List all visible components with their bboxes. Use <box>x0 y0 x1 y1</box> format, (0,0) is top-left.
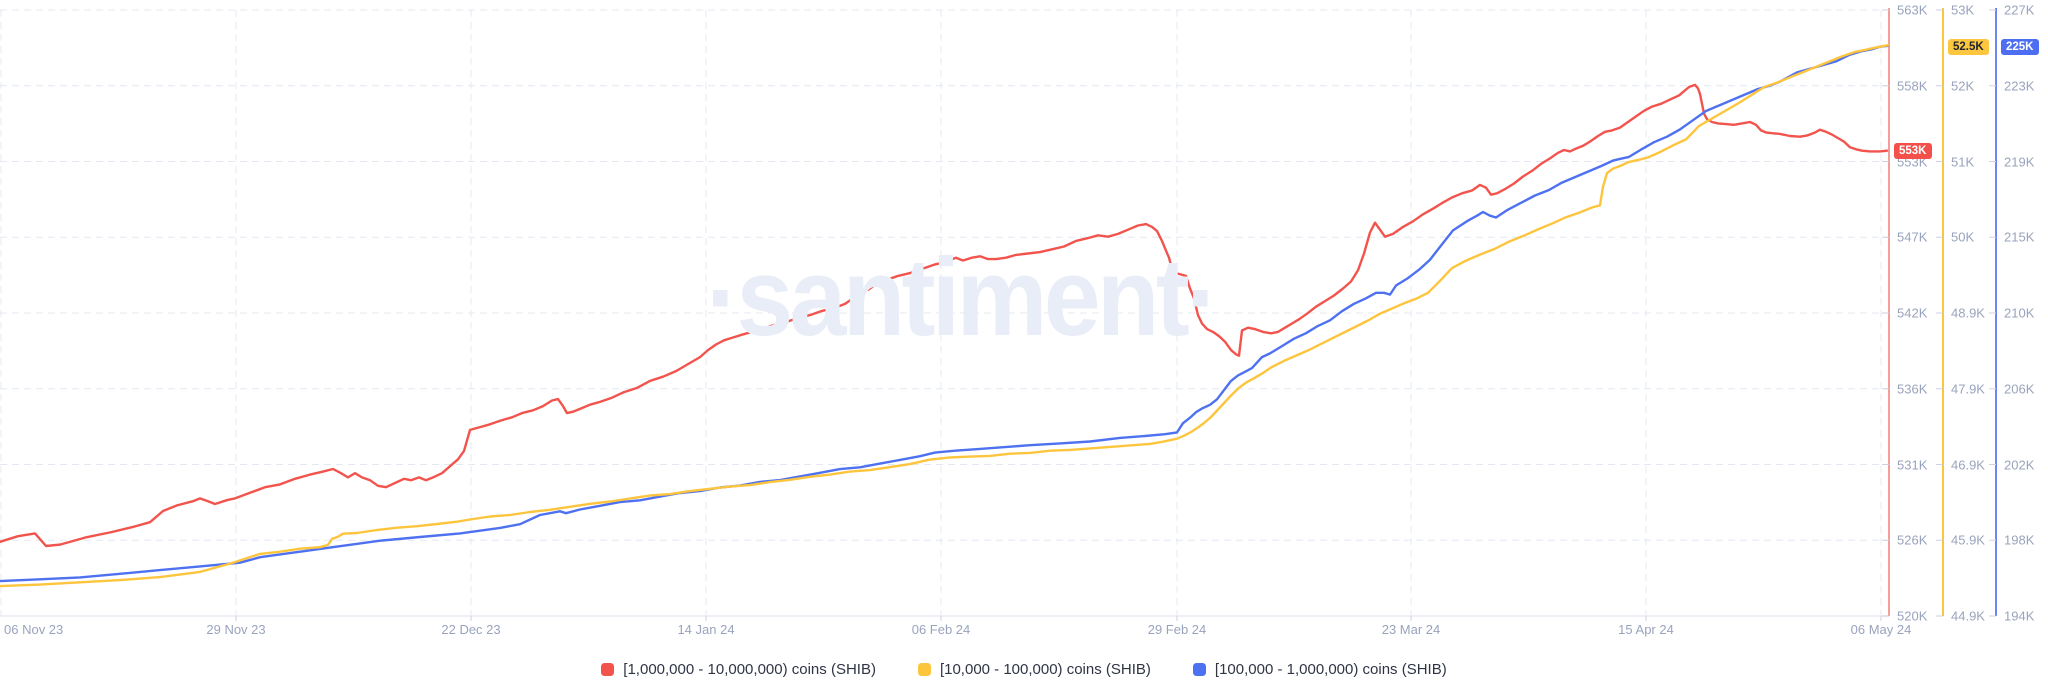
legend-color-swatch-icon <box>1192 663 1206 676</box>
x-tick-label: 15 Apr 24 <box>1618 622 1674 637</box>
x-tick-label: 14 Jan 24 <box>677 622 735 637</box>
series-line-blue[interactable] <box>0 44 1890 583</box>
current-value-badge-red: 553K <box>1894 143 1932 160</box>
y-tick-label-blue: 227K <box>2004 2 2035 18</box>
x-tick-label: 22 Dec 23 <box>441 622 501 637</box>
y-tick-label-yellow: 44.9K <box>1951 608 1985 624</box>
y-tick-label-yellow: 45.9K <box>1951 532 1985 548</box>
y-tick-label-blue: 210K <box>2004 305 2035 321</box>
y-tick-label-red: 520K <box>1897 608 1928 624</box>
chart-legend: [1,000,000 - 10,000,000) coins (SHIB) [10… <box>0 661 2048 678</box>
legend-color-swatch-icon <box>601 663 615 676</box>
y-tick-label-yellow: 52K <box>1951 78 1975 94</box>
y-tick-label-red: 558K <box>1897 78 1928 94</box>
series-line-yellow[interactable] <box>0 44 1890 588</box>
y-tick-label-red: 536K <box>1897 381 1928 397</box>
y-tick-label-red: 542K <box>1897 305 1928 321</box>
current-value-badge-yellow: 52.5K <box>1948 39 1989 56</box>
series-line-red[interactable] <box>0 83 1889 548</box>
current-value-badge-blue: 225K <box>2001 38 2039 55</box>
y-tick-label-blue: 223K <box>2004 78 2035 94</box>
y-tick-label-blue: 206K <box>2004 381 2035 397</box>
y-tick-label-red: 547K <box>1897 229 1928 245</box>
y-tick-label-yellow: 51K <box>1951 154 1975 169</box>
y-tick-label-blue: 215K <box>2004 229 2035 245</box>
legend-item-1[interactable]: [1,000,000 - 10,000,000) coins (SHIB) <box>601 661 876 678</box>
y-tick-label-blue: 202K <box>2004 457 2035 472</box>
chart-plot-area[interactable] <box>0 0 2048 656</box>
y-tick-label-yellow: 47.9K <box>1951 381 1985 397</box>
y-tick-label-blue: 198K <box>2004 532 2035 548</box>
santiment-watermark-logo: ·santiment· <box>706 236 1220 359</box>
y-tick-label-blue: 219K <box>2004 154 2035 169</box>
legend-item-3[interactable]: [100,000 - 1,000,000) coins (SHIB) <box>1192 661 1447 678</box>
legend-item-2[interactable]: [10,000 - 100,000) coins (SHIB) <box>917 661 1151 678</box>
x-tick-label: 06 Feb 24 <box>911 622 971 637</box>
x-tick-label: 06 May 24 <box>1850 622 1912 637</box>
y-tick-label-blue: 194K <box>2004 608 2035 624</box>
y-tick-label-yellow: 48.9K <box>1951 305 1985 321</box>
y-tick-label-yellow: 46.9K <box>1951 457 1985 472</box>
x-tick-label: 29 Nov 23 <box>206 622 266 637</box>
legend-item-label: [1,000,000 - 10,000,000) coins (SHIB) <box>623 661 876 678</box>
y-tick-label-red: 531K <box>1897 457 1928 472</box>
x-tick-label: 06 Nov 23 <box>4 622 64 637</box>
y-tick-label-yellow: 53K <box>1951 2 1975 18</box>
legend-item-label: [100,000 - 1,000,000) coins (SHIB) <box>1214 661 1447 678</box>
x-tick-label: 29 Feb 24 <box>1147 622 1207 637</box>
x-tick-label: 23 Mar 24 <box>1381 622 1441 637</box>
y-tick-label-red: 526K <box>1897 532 1928 548</box>
legend-color-swatch-icon <box>917 663 931 676</box>
legend-item-label: [10,000 - 100,000) coins (SHIB) <box>939 661 1151 678</box>
y-tick-label-red: 563K <box>1897 2 1928 18</box>
y-tick-label-yellow: 50K <box>1951 229 1975 245</box>
